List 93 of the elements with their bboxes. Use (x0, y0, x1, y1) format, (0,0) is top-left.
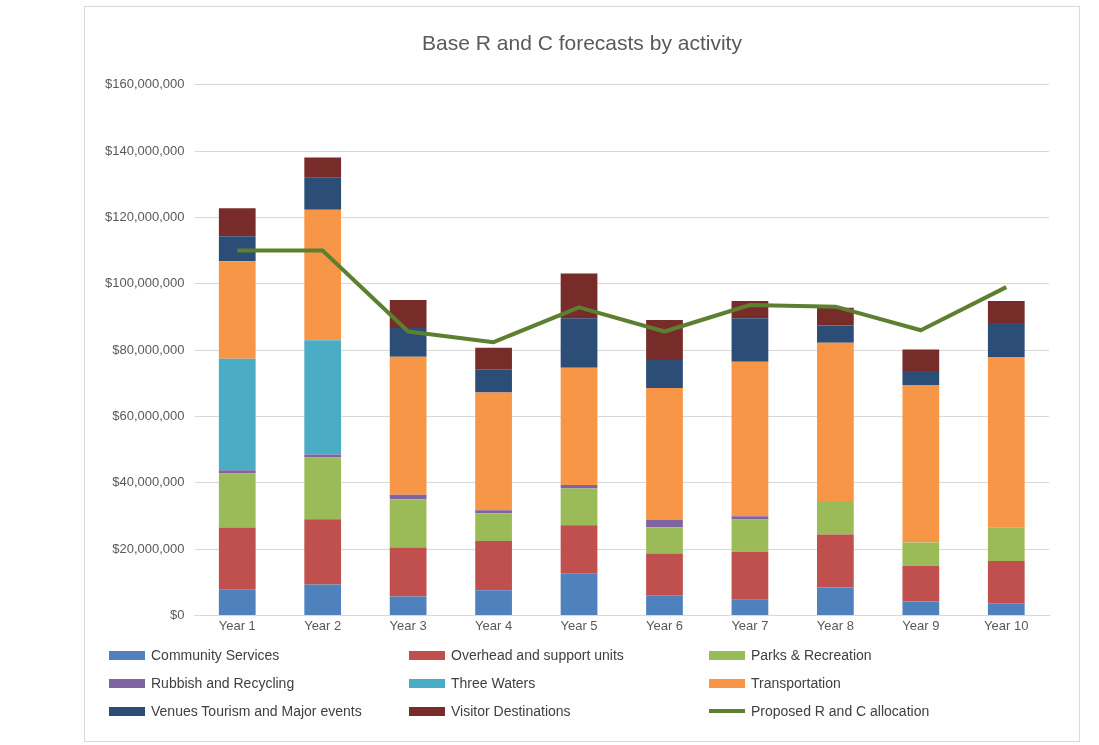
bar (902, 349, 940, 371)
bar (475, 590, 512, 615)
legend-label: Rubbish and Recycling (151, 675, 295, 691)
legend-label: Three Waters (451, 675, 536, 691)
bar (817, 325, 854, 343)
legend-label: Community Services (151, 647, 280, 663)
y-tick-label: $60,000,000 (112, 408, 185, 423)
bar (731, 361, 769, 517)
bar (560, 318, 598, 368)
bar (902, 384, 940, 543)
bar (987, 301, 1025, 323)
bar (987, 561, 1025, 604)
bar (389, 300, 427, 328)
bar (817, 534, 854, 588)
bar (475, 369, 512, 393)
bar (646, 360, 683, 388)
bar (218, 236, 256, 262)
bar (731, 551, 769, 600)
x-tick-label: Year 6 (645, 617, 684, 633)
bar (817, 500, 854, 535)
bar (218, 589, 256, 615)
bar (987, 527, 1025, 562)
bar (817, 587, 854, 615)
bar (304, 519, 342, 585)
bar (475, 510, 512, 514)
bar (304, 177, 342, 210)
x-tick-label: Year 5 (560, 617, 598, 633)
bar (902, 370, 940, 385)
x-tick-label: Year 1 (218, 617, 256, 633)
y-tick-label: $80,000,000 (112, 341, 185, 357)
bar (389, 547, 427, 597)
legend-label: Venues Tourism and Major events (151, 703, 362, 719)
bar (987, 322, 1025, 358)
x-tick-label: Year 4 (475, 617, 513, 633)
bar (304, 454, 342, 458)
y-tick-label: $20,000,000 (112, 540, 185, 556)
y-tick-label: $40,000,000 (112, 474, 185, 490)
bar (218, 527, 256, 590)
bar (646, 387, 683, 520)
bar (218, 208, 256, 237)
bar (218, 473, 256, 528)
bar (731, 519, 769, 552)
y-tick-label: $140,000,000 (104, 142, 185, 158)
bar (560, 488, 598, 526)
bar (987, 357, 1025, 528)
legend-label: Proposed R and C allocation (751, 703, 930, 719)
bar (475, 513, 512, 542)
bar (560, 525, 598, 574)
bar (902, 601, 940, 615)
bar (389, 356, 427, 495)
bar (304, 584, 342, 615)
x-tick-label: Year 2 (304, 617, 342, 633)
y-tick-label: $160,000,000 (104, 76, 185, 92)
bar (475, 347, 512, 370)
x-tick-label: Year 7 (731, 617, 769, 633)
bar (646, 519, 683, 528)
legend-label: Overhead and support units (451, 647, 624, 663)
x-tick-label: Year 9 (902, 617, 940, 633)
bar (731, 318, 769, 362)
bar (304, 209, 342, 341)
bar (475, 541, 512, 591)
bar (817, 342, 854, 501)
bar (646, 553, 683, 596)
bar (731, 599, 769, 615)
bar (646, 527, 683, 554)
bar (731, 516, 769, 520)
chart-title: Base R and C forecasts by activity (421, 31, 743, 55)
bar (218, 358, 256, 471)
bar (304, 457, 342, 520)
bar (389, 499, 427, 548)
bar (389, 596, 427, 615)
bar (987, 603, 1025, 615)
bar (304, 157, 342, 178)
y-tick-label: $0 (170, 606, 185, 622)
bar (560, 573, 598, 615)
bar (218, 470, 256, 474)
bar (902, 542, 940, 566)
y-tick-label: $120,000,000 (104, 209, 185, 225)
bar (902, 565, 940, 602)
x-tick-label: Year 3 (389, 617, 427, 633)
bar (560, 367, 598, 486)
bar (475, 392, 512, 511)
bar (817, 307, 854, 326)
bar (646, 595, 683, 615)
bar (304, 340, 342, 455)
bar (389, 327, 427, 357)
legend-label: Parks & Recreation (751, 647, 872, 663)
x-tick-label: Year 8 (816, 617, 854, 633)
x-tick-label: Year 10 (984, 617, 1029, 633)
bar (218, 261, 256, 359)
legend-label: Visitor Destinations (451, 703, 571, 719)
legend-label: Transportation (751, 675, 841, 691)
y-tick-label: $100,000,000 (104, 275, 185, 291)
